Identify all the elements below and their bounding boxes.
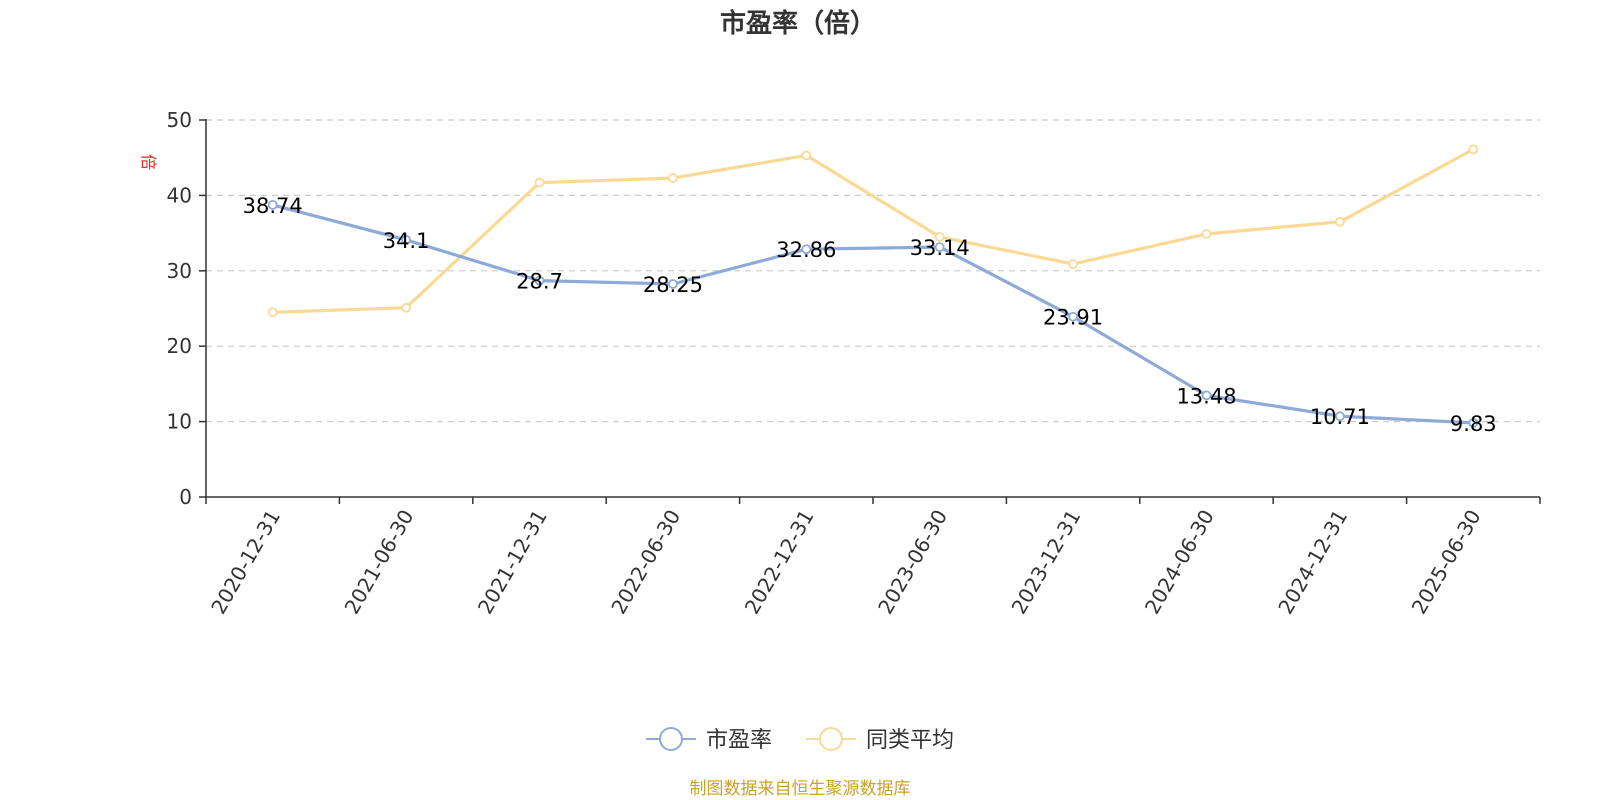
series-line: [272, 203, 1474, 425]
x-tick-label: 2020-12-31: [206, 506, 285, 619]
series-point: [267, 200, 278, 210]
y-tick-label: 20: [167, 334, 192, 358]
gridlines: [206, 119, 1540, 423]
x-tick-label: 2022-12-31: [740, 506, 819, 619]
chart-title: 市盈率（倍）: [720, 8, 876, 39]
series-line: [272, 147, 1475, 314]
series-point: [801, 244, 812, 255]
x-tick-label: 2024-06-30: [1140, 506, 1219, 619]
x-tick-label: 2023-12-31: [1007, 506, 1086, 619]
y-tick-label: 0: [179, 485, 192, 509]
x-tick-label: 2021-06-30: [340, 505, 419, 618]
series-lines: [267, 144, 1479, 428]
series-point: [1335, 216, 1345, 227]
data-label: 28.25: [643, 273, 703, 297]
data-label: 32.86: [776, 238, 836, 262]
series-point: [801, 150, 812, 161]
data-label: 9.83: [1450, 412, 1497, 436]
data-label: 34.1: [383, 229, 430, 253]
series-point: [668, 173, 678, 183]
series-point: [668, 279, 678, 289]
legend-label: 市盈率: [706, 728, 772, 753]
data-label: 28.7: [516, 270, 563, 294]
series-point: [534, 177, 545, 188]
legend-marker: [659, 727, 683, 751]
data-label: 23.91: [1043, 306, 1103, 330]
series-point: [1068, 259, 1078, 269]
y-axis-unit-label: 倍: [139, 154, 158, 170]
y-tick-label: 30: [167, 259, 192, 283]
legend-marker: [819, 727, 843, 751]
y-tick-label: 50: [167, 108, 192, 132]
series-point: [401, 302, 412, 313]
series-point: [1201, 228, 1212, 239]
series-point: [934, 242, 945, 253]
x-tick-label: 2024-12-31: [1273, 506, 1352, 619]
series-point: [1201, 390, 1212, 401]
y-tick-label: 40: [167, 183, 192, 207]
x-tick-label: 2023-06-30: [873, 505, 952, 618]
x-tick-label: 2025-06-30: [1407, 506, 1486, 619]
data-label: 10.71: [1310, 405, 1370, 429]
legend-label: 同类平均: [866, 728, 954, 753]
source-note: 制图数据来自恒生聚源数据库: [690, 779, 911, 799]
x-tick-label: 2022-06-30: [606, 506, 685, 619]
series-point: [1068, 311, 1078, 322]
series-point: [1468, 417, 1479, 428]
series-point: [934, 231, 945, 242]
data-label: 13.48: [1176, 384, 1236, 408]
series-point: [267, 307, 278, 318]
x-tick-label: 2021-12-31: [473, 506, 552, 619]
legend: 市盈率 同类平均: [646, 727, 954, 753]
series-point: [1335, 411, 1345, 422]
series-point: [1468, 144, 1479, 155]
series-point: [401, 234, 412, 245]
data-labels: 38.74 34.1 28.7 28.25 32.86 33.14 23.91 13.48 10…: [243, 194, 1497, 436]
data-label: 33.14: [910, 236, 970, 260]
y-tick-label: 10: [167, 410, 192, 434]
data-label: 38.74: [243, 194, 303, 218]
series-point: [534, 275, 545, 286]
